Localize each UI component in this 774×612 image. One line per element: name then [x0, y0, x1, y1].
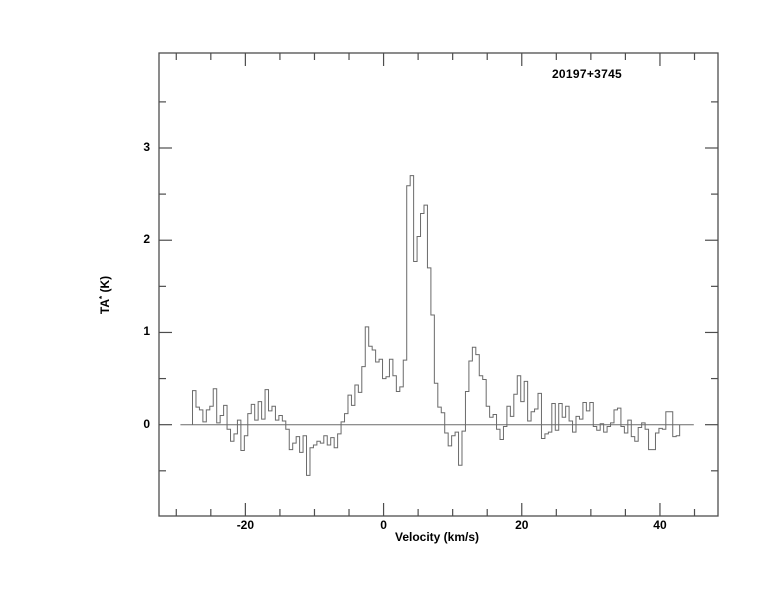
- source-title: 20197+3745: [551, 67, 623, 81]
- y-tick-label: 0: [143, 416, 150, 431]
- y-tick-label: 3: [143, 139, 150, 154]
- y-axis-label-base: TA: [98, 299, 112, 315]
- y-tick-label: 1: [143, 324, 150, 339]
- plot-frame: [158, 52, 719, 517]
- y-axis-label: TA* (K): [96, 276, 112, 314]
- y-axis-label-sup: *: [98, 295, 107, 300]
- x-tick-label: 20: [515, 518, 529, 532]
- x-tick-label: 40: [653, 518, 667, 532]
- y-tick-label: 2: [143, 232, 150, 247]
- x-tick-label: -20: [236, 518, 255, 532]
- spectrum-trace: [192, 175, 681, 476]
- x-axis-label: Velocity (km/s): [394, 530, 480, 544]
- x-tick-label: 0: [380, 518, 387, 532]
- y-axis-label-rest: (K): [98, 275, 112, 296]
